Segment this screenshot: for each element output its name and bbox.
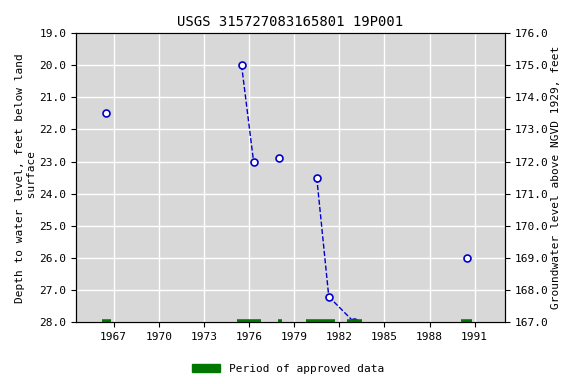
Title: USGS 315727083165801 19P001: USGS 315727083165801 19P001 <box>177 15 403 29</box>
Y-axis label: Depth to water level, feet below land
 surface: Depth to water level, feet below land su… <box>15 53 37 303</box>
Legend: Period of approved data: Period of approved data <box>188 359 388 379</box>
Y-axis label: Groundwater level above NGVD 1929, feet: Groundwater level above NGVD 1929, feet <box>551 46 561 309</box>
